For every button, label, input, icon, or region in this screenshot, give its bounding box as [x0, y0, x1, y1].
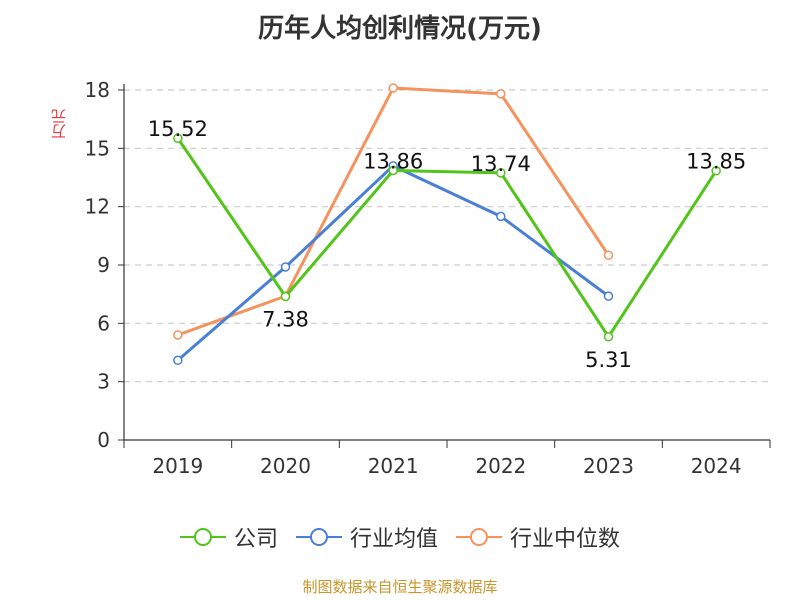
data-label-1: 7.38	[262, 308, 309, 332]
point-1-4	[603, 291, 614, 301]
legend-marker-0	[179, 528, 226, 546]
data-label-5: 13.85	[686, 150, 746, 174]
y-tick-label-4: 12	[85, 195, 110, 219]
data-label-3: 13.74	[471, 152, 531, 176]
point-1-3	[496, 211, 506, 222]
x-tick-label-2022: 2022	[475, 454, 526, 478]
point-0-4	[603, 332, 614, 342]
point-2-4	[603, 250, 614, 261]
data-label-0: 15.52	[148, 117, 208, 141]
legend-item-2[interactable]: 行业中位数	[456, 521, 620, 553]
legend-marker-1	[295, 528, 342, 546]
data-source-note: 制图数据来自恒生聚源数据库	[302, 578, 498, 596]
point-0-2	[388, 165, 398, 176]
point-2-0	[173, 330, 183, 340]
series-line-0	[176, 137, 718, 339]
x-tick-label-2023: 2023	[583, 454, 634, 478]
legend-label-0: 公司	[233, 527, 278, 552]
series-line-1	[176, 164, 610, 362]
legend: 公司 行业均值 行业中位数	[0, 520, 800, 554]
y-tick-label-3: 9	[97, 253, 110, 277]
point-0-1	[280, 291, 291, 302]
point-2-2	[388, 83, 398, 93]
legend-item-0[interactable]: 公司	[179, 521, 278, 553]
y-tick-label-2: 6	[97, 311, 110, 335]
legend-label-2: 行业中位数	[510, 527, 621, 552]
y-tick-label-6: 18	[85, 78, 110, 102]
x-tick-label-2021: 2021	[368, 454, 419, 478]
point-2-3	[496, 89, 506, 99]
point-1-1	[280, 262, 291, 272]
chart-title: 历年人均创利情况(万元)	[258, 14, 542, 44]
data-label-2: 13.86	[363, 150, 423, 174]
series-line-2	[177, 86, 610, 337]
legend-marker-2	[456, 528, 502, 546]
y-tick-label-5: 15	[85, 136, 110, 160]
data-label-4: 5.31	[585, 348, 632, 372]
legend-label-1: 行业均值	[349, 527, 438, 552]
x-tick-label-2019: 2019	[152, 454, 203, 478]
point-0-5	[711, 165, 721, 176]
x-tick-label-2020: 2020	[260, 454, 311, 478]
x-tick-label-2024: 2024	[691, 454, 742, 478]
y-tick-label-0: 0	[97, 428, 110, 452]
point-0-3	[496, 168, 506, 178]
y-tick-label-1: 3	[97, 370, 110, 394]
point-1-0	[173, 355, 183, 366]
point-0-0	[173, 133, 183, 143]
legend-item-1[interactable]: 行业均值	[295, 521, 438, 553]
